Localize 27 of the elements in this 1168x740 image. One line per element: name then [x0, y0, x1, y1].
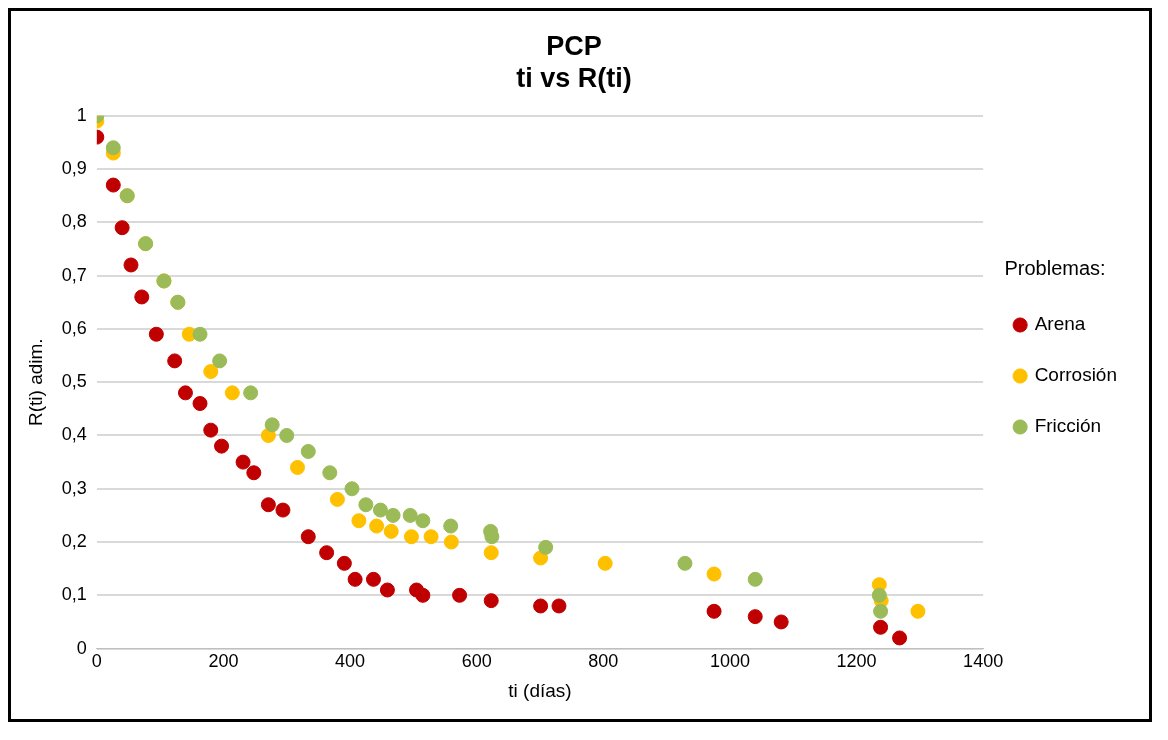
x-tick-label: 600	[461, 651, 492, 672]
legend-label: Fricción	[1034, 415, 1102, 437]
y-tick-label: 0,8	[61, 211, 87, 232]
x-tick-label: 1200	[836, 651, 877, 672]
x-tick-label: 400	[335, 651, 366, 672]
y-tick-label: 0,6	[61, 317, 87, 338]
x-tick-label: 1000	[709, 651, 750, 672]
x-tick-label: 1400	[963, 651, 1004, 672]
x-tick-label: 800	[588, 651, 619, 672]
y-tick-label: 0,5	[61, 371, 87, 392]
y-tick-label: 0,3	[61, 477, 87, 498]
y-axis-title: R(ti) adim.	[24, 338, 46, 427]
y-tick-label: 0,7	[61, 264, 87, 285]
chart-title: PCP	[546, 30, 602, 61]
x-tick-label: 0	[91, 651, 102, 672]
y-tick-label: 0,9	[61, 158, 87, 179]
x-axis-title: ti (días)	[508, 679, 572, 701]
x-tick-label: 200	[208, 651, 239, 672]
y-tick-label: 0,1	[61, 584, 87, 605]
y-tick-label: 1	[76, 104, 87, 125]
legend-label: Arena	[1034, 313, 1086, 335]
y-tick-label: 0	[76, 637, 87, 658]
legend-title: Problemas:	[1004, 257, 1106, 280]
y-tick-label: 0,2	[61, 531, 87, 552]
y-tick-label: 0,4	[61, 424, 87, 445]
legend-label: Corrosión	[1034, 364, 1118, 386]
chart-subtitle: ti vs R(ti)	[516, 63, 632, 94]
